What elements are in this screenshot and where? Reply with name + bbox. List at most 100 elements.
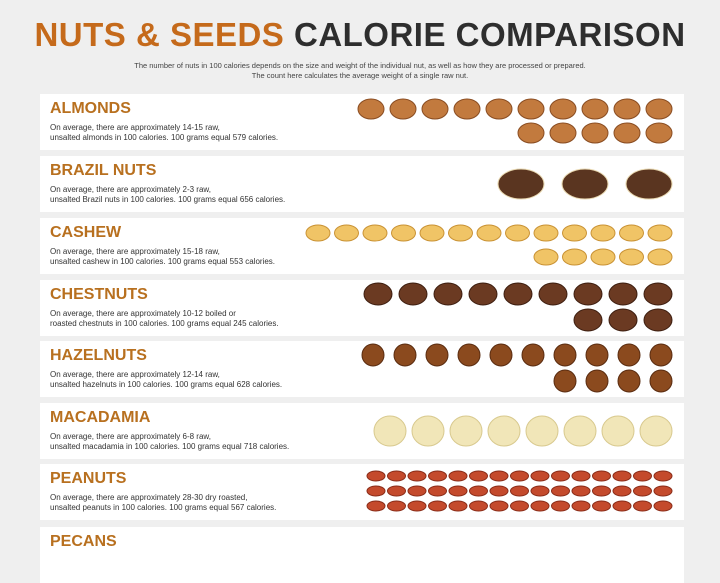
nut-icon (305, 224, 331, 242)
nut-icon (612, 485, 632, 497)
nut-icon (398, 282, 428, 306)
nut-icon (521, 343, 545, 367)
nut-icon (389, 98, 417, 120)
item-text: On average, there are approximately 12-1… (50, 370, 220, 379)
nut-icon (619, 248, 644, 266)
nut-icon (387, 470, 406, 482)
nut-icon (633, 485, 652, 497)
nut-icon (391, 224, 416, 242)
nut-icon (573, 308, 603, 332)
nut-icon (517, 122, 545, 144)
nut-icon (407, 485, 427, 497)
nut-icon (608, 282, 638, 306)
nut-icon (510, 500, 529, 512)
nut-icon (562, 248, 587, 266)
nut-icon (585, 369, 609, 393)
item-text: On average, there are approximately 15-1… (50, 247, 220, 256)
nut-icon (571, 500, 591, 512)
card: HAZELNUTS On average, there are approxima… (40, 341, 684, 397)
nut-icon (487, 415, 521, 447)
nut-icon (393, 343, 417, 367)
nut-icon (549, 98, 577, 120)
nut-icon (585, 343, 609, 367)
nut-icon (366, 500, 386, 512)
nut-icon (590, 224, 616, 242)
nut-icon (619, 224, 644, 242)
nut-icon (613, 122, 641, 144)
item-text: unsalted peanuts in 100 calories. 100 gr… (50, 503, 277, 512)
nut-icon (457, 343, 481, 367)
nut-icon (649, 343, 673, 367)
nut-icon (563, 415, 597, 447)
item-name: PEANUTS (50, 470, 127, 487)
item-name: BRAZIL NUTS (50, 162, 157, 179)
nut-icon (448, 500, 468, 512)
nut-icon (489, 470, 509, 482)
nut-icon (387, 500, 406, 512)
nut-icon (530, 485, 550, 497)
nut-icon (428, 470, 447, 482)
nut-icon (613, 98, 641, 120)
nut-icon (421, 98, 449, 120)
item-text: On average, there are approximately 14-1… (50, 123, 220, 132)
nut-icon (525, 415, 559, 447)
nut-icon (497, 168, 545, 200)
nut-icon (562, 224, 587, 242)
nut-icon (357, 98, 385, 120)
nut-icon (581, 98, 609, 120)
nut-icon (433, 282, 463, 306)
nut-icon (647, 248, 673, 266)
nut-icon (553, 343, 577, 367)
title: NUTS & SEEDS CALORIE COMPARISON (0, 16, 720, 54)
nut-icon (366, 470, 386, 482)
nut-icon (601, 415, 635, 447)
nut-icon (407, 500, 427, 512)
nut-icon (551, 500, 570, 512)
nut-icon (428, 500, 447, 512)
nut-icon (551, 470, 570, 482)
nut-icon (653, 485, 673, 497)
nut-icon (530, 500, 550, 512)
item-text: On average, there are approximately 10-1… (50, 309, 236, 318)
nut-icon (645, 98, 673, 120)
nut-icon (363, 282, 393, 306)
item-text: unsalted Brazil nuts in 100 calories. 10… (50, 195, 286, 204)
nut-icon (453, 98, 481, 120)
item-name: ALMONDS (50, 100, 131, 117)
nut-icon (510, 470, 529, 482)
page: NUTS & SEEDS CALORIE COMPARISON The numb… (0, 16, 720, 583)
subtitle: The count here calculates the average we… (251, 71, 469, 80)
nut-icon (448, 470, 468, 482)
nut-icon (448, 224, 473, 242)
nut-icon (448, 485, 468, 497)
nut-icon (334, 224, 359, 242)
nut-icon (362, 224, 388, 242)
subtitle: The number of nuts in 100 calories depen… (134, 61, 586, 70)
nut-icon (625, 168, 673, 200)
nut-icon (503, 282, 533, 306)
item-name: CHESTNUTS (50, 286, 148, 303)
item-text: unsalted cashew in 100 calories. 100 gra… (50, 257, 276, 266)
item-text: unsalted almonds in 100 calories. 100 gr… (50, 133, 279, 142)
nut-icon (485, 98, 513, 120)
item-text: unsalted hazelnuts in 100 calories. 100 … (50, 380, 283, 389)
nut-icon (643, 308, 673, 332)
nut-icon (419, 224, 445, 242)
nut-icon (366, 485, 386, 497)
item-text: unsalted macadamia in 100 calories. 100 … (50, 442, 290, 451)
nut-icon (533, 248, 559, 266)
nut-icon (530, 470, 550, 482)
icons (305, 98, 673, 512)
nut-icon (476, 224, 502, 242)
nut-icon (643, 282, 673, 306)
nut-icon (592, 500, 611, 512)
nut-icon (617, 343, 641, 367)
nut-icon (510, 485, 529, 497)
nut-icon (617, 369, 641, 393)
nut-icon (590, 248, 616, 266)
nut-icon (489, 485, 509, 497)
title-rest: CALORIE COMPARISON (293, 16, 686, 53)
nut-icon (608, 308, 638, 332)
nut-icon (581, 122, 609, 144)
nut-icon (468, 282, 498, 306)
